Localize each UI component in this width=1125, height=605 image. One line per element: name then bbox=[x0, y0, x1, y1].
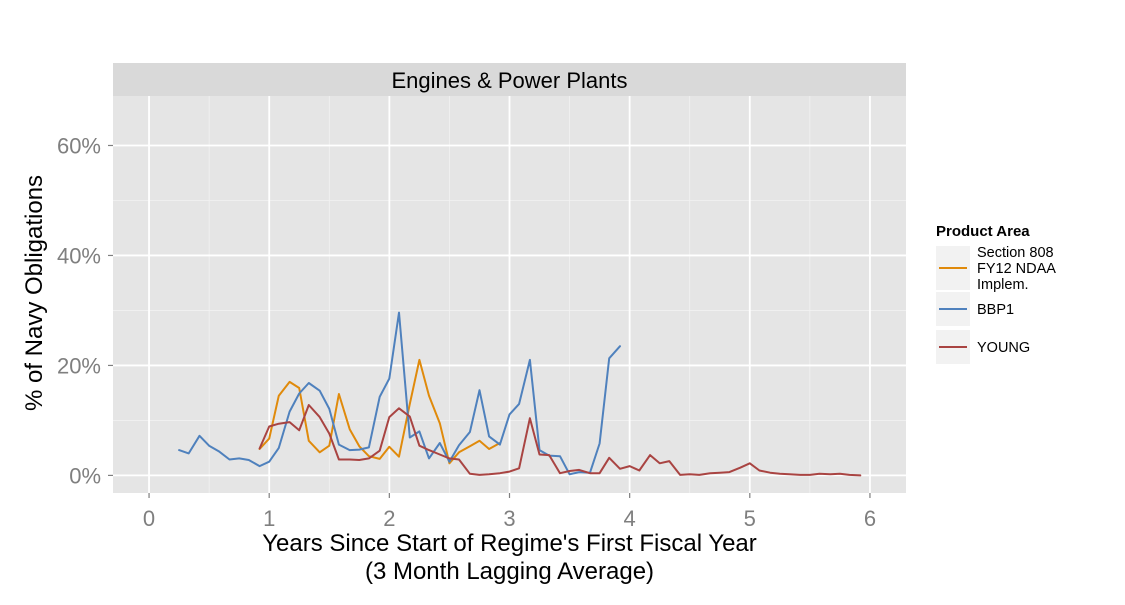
y-tick-label: 40% bbox=[57, 243, 101, 268]
x-tick-label: 2 bbox=[383, 506, 395, 531]
legend-item-label: Implem. bbox=[977, 277, 1029, 293]
series-line-2 bbox=[258, 404, 862, 477]
y-tick-label: 20% bbox=[57, 353, 101, 378]
legend-item-label: FY12 NDAA bbox=[977, 261, 1056, 277]
axis-layer: 0 1 2 3 4 5 60%20%40%60% bbox=[57, 133, 876, 531]
x-axis-title-line2: (3 Month Lagging Average) bbox=[365, 558, 654, 585]
legend-item-2: YOUNG bbox=[936, 330, 1030, 364]
facet-strip bbox=[113, 63, 906, 96]
legend-item-1: BBP1 bbox=[936, 292, 1014, 326]
legend-item-label: Section 808 bbox=[977, 245, 1054, 261]
y-tick-label: 0% bbox=[69, 463, 101, 488]
legend-title: Product Area bbox=[936, 223, 1030, 240]
x-tick-label: 6 bbox=[864, 506, 876, 531]
legend-item-label: BBP1 bbox=[977, 302, 1014, 318]
x-tick-label: 1 bbox=[263, 506, 275, 531]
grid-layer bbox=[113, 96, 906, 493]
y-tick-label: 60% bbox=[57, 133, 101, 158]
x-axis-title-line1: Years Since Start of Regime's First Fisc… bbox=[262, 530, 757, 557]
series-layer bbox=[178, 311, 862, 477]
x-tick-label: 4 bbox=[624, 506, 636, 531]
x-tick-label: 5 bbox=[744, 506, 756, 531]
y-axis-title: % of Navy Obligations bbox=[21, 175, 48, 411]
series-line-1 bbox=[178, 311, 621, 476]
series-line-0 bbox=[258, 358, 501, 465]
facet-strip-title: Engines & Power Plants bbox=[391, 68, 627, 93]
legend-item-label: YOUNG bbox=[977, 340, 1030, 356]
x-tick-label: 0 bbox=[143, 506, 155, 531]
x-tick-label: 3 bbox=[503, 506, 515, 531]
